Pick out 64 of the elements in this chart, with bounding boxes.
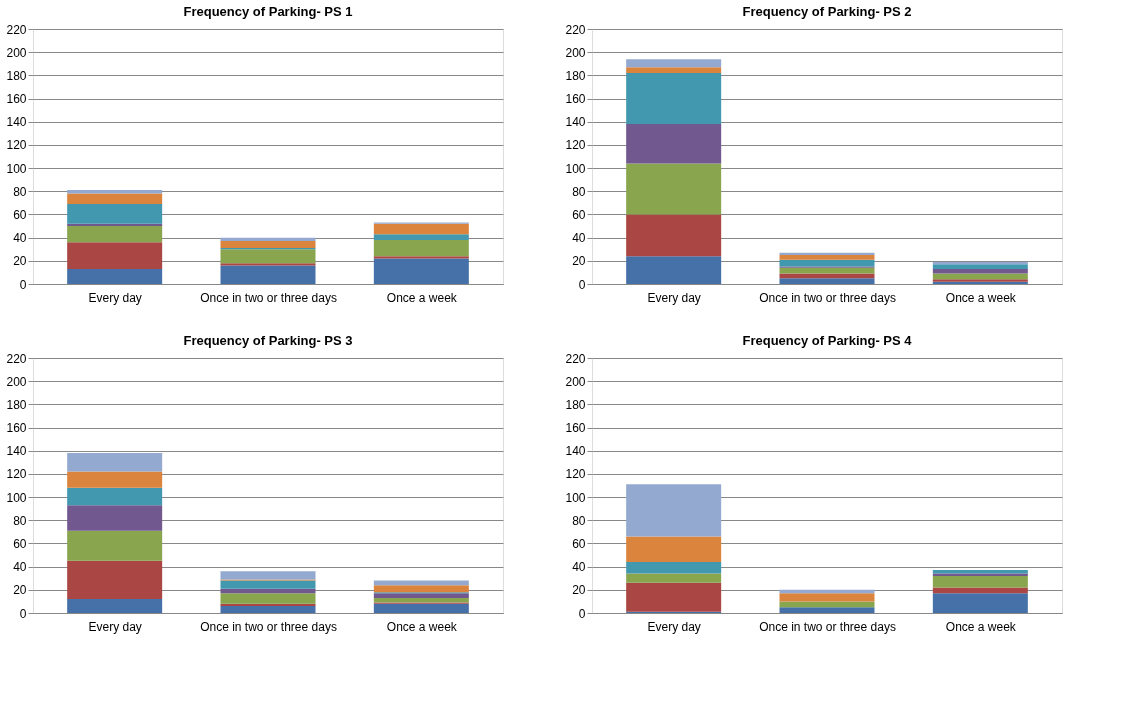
y-tick-label: 60 (572, 207, 586, 222)
y-tick-label: 180 (565, 68, 586, 83)
y-tick-label: 40 (13, 231, 27, 246)
y-tick-label: 180 (6, 397, 27, 412)
y-tick-label: 200 (565, 45, 586, 60)
y-tick-label: 220 (6, 22, 27, 37)
y-tick-label: 200 (6, 45, 27, 60)
x-tick-label: Once in two or three days (200, 290, 337, 305)
y-tick-label: 220 (565, 22, 586, 37)
y-tick-label: 140 (565, 115, 586, 130)
y-tick-label: 140 (565, 444, 586, 459)
x-tick-label: Once a week (386, 290, 458, 305)
y-tick-label: 100 (6, 490, 27, 505)
y-tick-label: 80 (13, 184, 27, 199)
y-tick-label: 0 (19, 606, 27, 621)
chart-title: Frequency of Parking- PS 2 (742, 4, 912, 19)
y-tick-label: 180 (6, 68, 27, 83)
x-tick-label: Once in two or three days (200, 619, 337, 634)
y-tick-label: 80 (572, 513, 586, 528)
x-tick-label: Every day (647, 290, 701, 305)
y-tick-label: 60 (13, 536, 27, 551)
x-tick-label: Every day (647, 619, 701, 634)
x-tick-label: Once in two or three days (759, 290, 896, 305)
y-tick-label: 0 (578, 606, 586, 621)
y-tick-label: 20 (13, 254, 27, 269)
y-tick-label: 40 (572, 560, 586, 575)
chart-title: Frequency of Parking- PS 1 (183, 4, 353, 19)
y-tick-label: 100 (565, 161, 586, 176)
y-tick-label: 160 (6, 92, 27, 107)
y-tick-label: 220 (6, 351, 27, 366)
y-tick-label: 160 (565, 92, 586, 107)
y-tick-label: 100 (565, 490, 586, 505)
y-tick-label: 20 (572, 583, 586, 598)
x-tick-label: Once in two or three days (759, 619, 896, 634)
y-tick-label: 220 (565, 351, 586, 366)
y-tick-label: 120 (565, 467, 586, 482)
y-tick-label: 20 (13, 583, 27, 598)
y-tick-label: 180 (565, 397, 586, 412)
y-tick-label: 120 (6, 467, 27, 482)
y-tick-label: 40 (13, 560, 27, 575)
y-tick-label: 200 (6, 374, 27, 389)
y-tick-label: 0 (578, 277, 586, 292)
y-tick-label: 60 (572, 536, 586, 551)
y-tick-label: 60 (13, 207, 27, 222)
y-tick-label: 140 (6, 115, 27, 130)
x-tick-label: Once a week (945, 290, 1017, 305)
y-tick-label: 120 (565, 138, 586, 153)
chart-title: Frequency of Parking- PS 3 (183, 333, 353, 348)
y-tick-label: 200 (565, 374, 586, 389)
x-tick-label: Once a week (945, 619, 1017, 634)
x-tick-label: Once a week (386, 619, 458, 634)
y-tick-label: 100 (6, 161, 27, 176)
y-tick-label: 20 (572, 254, 586, 269)
y-tick-label: 160 (565, 421, 586, 436)
y-tick-label: 80 (572, 184, 586, 199)
y-tick-label: 160 (6, 421, 27, 436)
y-tick-label: 40 (572, 231, 586, 246)
x-tick-label: Every day (88, 290, 142, 305)
y-tick-label: 120 (6, 138, 27, 153)
y-tick-label: 0 (19, 277, 27, 292)
y-tick-label: 140 (6, 444, 27, 459)
chart-title: Frequency of Parking- PS 4 (742, 333, 913, 348)
x-tick-label: Every day (88, 619, 142, 634)
y-tick-label: 80 (13, 513, 27, 528)
